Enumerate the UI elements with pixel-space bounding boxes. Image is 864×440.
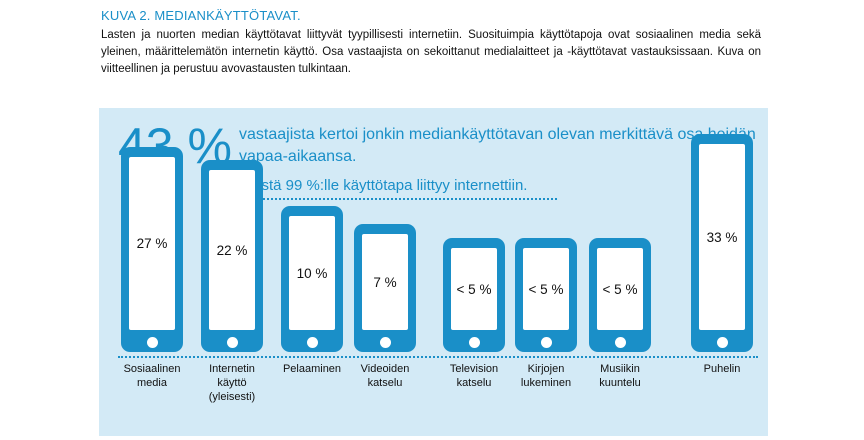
phone-bar: < 5 %	[515, 238, 577, 352]
category-label: Videoiden katselu	[340, 362, 430, 390]
headline-text: vastaajista kertoi jonkin mediankäyttöta…	[239, 126, 756, 165]
home-button-icon	[540, 337, 552, 348]
category-label-line: (yleisesti)	[208, 391, 256, 403]
category-label-line: Internetin	[209, 363, 255, 375]
category-label-line: kuuntelu	[599, 377, 641, 389]
phone-bar: 27 %	[121, 147, 183, 352]
category-label-line: käyttö	[217, 377, 247, 389]
home-button-icon	[146, 337, 158, 348]
home-button-icon	[306, 337, 318, 348]
subtext-underline	[239, 198, 557, 200]
category-label-line: lukeminen	[520, 377, 572, 389]
figure-title: KUVA 2. MEDIANKÄYTTÖTAVAT.	[101, 8, 301, 23]
bar-value-label: < 5 %	[523, 248, 569, 330]
category-label-line: Television	[449, 363, 499, 375]
home-button-icon	[379, 337, 391, 348]
home-button-icon	[716, 337, 728, 348]
category-label: Television katselu	[429, 362, 519, 390]
bar-value-label: 27 %	[129, 157, 175, 330]
category-label: Musiikin kuuntelu	[575, 362, 665, 390]
category-label: Internetin käyttö (yleisesti)	[187, 362, 277, 404]
chart-baseline	[118, 356, 758, 358]
bar-value-label: 33 %	[699, 144, 745, 330]
phone-bar: 22 %	[201, 160, 263, 352]
phone-bar: < 5 %	[443, 238, 505, 352]
category-label-line: Videoiden	[360, 363, 410, 375]
bar-value-label: 7 %	[362, 234, 408, 330]
phone-bar: 33 %	[691, 134, 753, 352]
home-button-icon	[614, 337, 626, 348]
category-label: Pelaaminen	[267, 362, 357, 376]
phone-bar: < 5 %	[589, 238, 651, 352]
phone-bar: 10 %	[281, 206, 343, 352]
category-label-line: katselu	[456, 377, 492, 389]
phone-bar: 7 %	[354, 224, 416, 352]
category-label-line: Puhelin	[703, 363, 741, 375]
category-label: Puhelin	[677, 362, 767, 376]
category-label-line: katselu	[367, 377, 403, 389]
bar-value-label: 22 %	[209, 170, 255, 330]
category-label-line: media	[137, 377, 167, 389]
category-label: Sosiaalinen media	[107, 362, 197, 390]
category-label-line: Sosiaalinen	[123, 363, 181, 375]
category-label-line: Pelaaminen	[282, 363, 342, 375]
bar-value-label: 10 %	[289, 216, 335, 330]
home-button-icon	[226, 337, 238, 348]
bar-value-label: < 5 %	[451, 248, 497, 330]
headline-subtext: Heistä 99 %:lle käyttötapa liittyy inter…	[239, 177, 528, 194]
category-label-line: Musiikin	[600, 363, 640, 375]
figure-intro: Lasten ja nuorten median käyttötavat lii…	[101, 29, 761, 75]
category-label-line: Kirjojen	[527, 363, 565, 375]
home-button-icon	[468, 337, 480, 348]
category-label: Kirjojen lukeminen	[501, 362, 591, 390]
bar-value-label: < 5 %	[597, 248, 643, 330]
